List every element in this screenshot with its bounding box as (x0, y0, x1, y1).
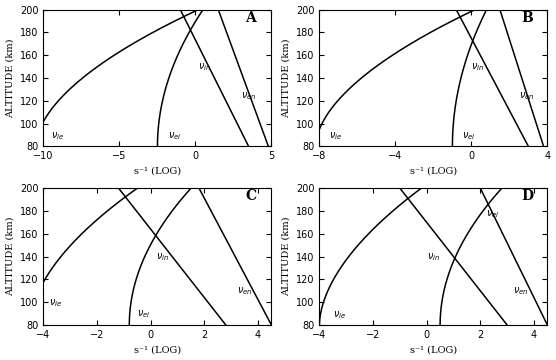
Text: $\nu_{en}$: $\nu_{en}$ (519, 90, 534, 102)
Y-axis label: ALTITUDE (km): ALTITUDE (km) (6, 38, 14, 118)
Text: B: B (521, 11, 533, 25)
Y-axis label: ALTITUDE (km): ALTITUDE (km) (6, 217, 14, 296)
Text: $\nu_{ie}$: $\nu_{ie}$ (333, 309, 346, 321)
X-axis label: s⁻¹ (LOG): s⁻¹ (LOG) (410, 346, 457, 355)
X-axis label: s⁻¹ (LOG): s⁻¹ (LOG) (134, 167, 181, 176)
Text: $\nu_{en}$: $\nu_{en}$ (241, 90, 256, 102)
Text: $\nu_{en}$: $\nu_{en}$ (513, 285, 528, 297)
Y-axis label: ALTITUDE (km): ALTITUDE (km) (281, 217, 290, 296)
Text: C: C (245, 189, 256, 203)
Text: $\nu_{ie}$: $\nu_{ie}$ (49, 298, 62, 310)
Y-axis label: ALTITUDE (km): ALTITUDE (km) (281, 38, 290, 118)
Text: $\nu_{en}$: $\nu_{en}$ (236, 285, 252, 297)
Text: $\nu_{ie}$: $\nu_{ie}$ (329, 130, 342, 142)
Text: $\nu_{in}$: $\nu_{in}$ (198, 61, 212, 73)
Text: $\nu_{el}$: $\nu_{el}$ (462, 130, 475, 142)
X-axis label: s⁻¹ (LOG): s⁻¹ (LOG) (410, 167, 457, 176)
Text: $\nu_{in}$: $\nu_{in}$ (426, 251, 440, 263)
Text: $\nu_{ei}$: $\nu_{ei}$ (137, 308, 151, 320)
Text: $\nu_{in}$: $\nu_{in}$ (156, 251, 169, 263)
Text: D: D (521, 189, 533, 203)
Text: $\nu_{ie}$: $\nu_{ie}$ (51, 130, 64, 142)
Text: $\nu_{ei}$: $\nu_{ei}$ (486, 209, 499, 220)
Text: $\nu_{ei}$: $\nu_{ei}$ (168, 130, 182, 142)
Text: A: A (246, 11, 256, 25)
X-axis label: s⁻¹ (LOG): s⁻¹ (LOG) (134, 346, 181, 355)
Text: $\nu_{in}$: $\nu_{in}$ (471, 61, 485, 73)
